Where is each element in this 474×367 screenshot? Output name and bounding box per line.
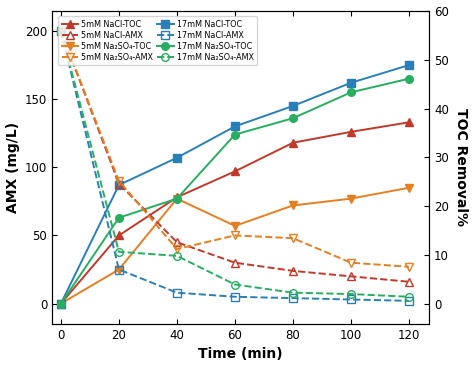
Y-axis label: TOC Removal%: TOC Removal%	[455, 108, 468, 226]
Legend: 5mM NaCl-TOC, 5mM NaCl-AMX, 5mM Na₂SO₄-TOC, 5mM Na₂SO₄-AMX, 17mM NaCl-TOC, 17mM : 5mM NaCl-TOC, 5mM NaCl-AMX, 5mM Na₂SO₄-T…	[58, 16, 257, 65]
X-axis label: Time (min): Time (min)	[199, 348, 283, 361]
Y-axis label: AMX (mg/L): AMX (mg/L)	[6, 122, 19, 213]
